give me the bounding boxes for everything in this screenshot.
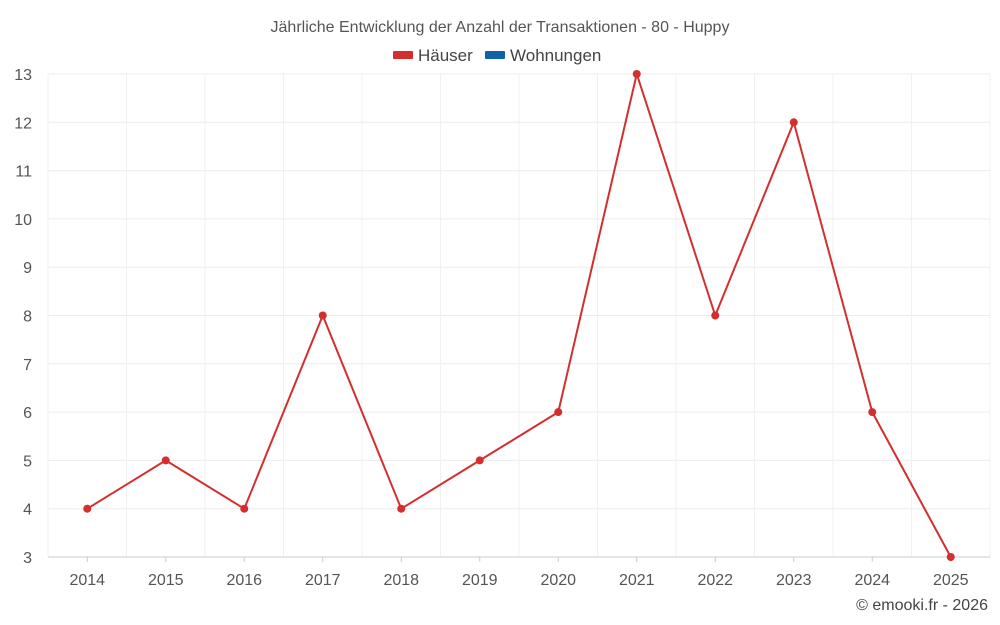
x-tick-label: 2014 xyxy=(69,572,105,589)
data-point[interactable] xyxy=(161,456,170,465)
x-tick-label: 2021 xyxy=(619,572,655,589)
x-tick-label: 2015 xyxy=(148,572,184,589)
x-tick-label: 2017 xyxy=(305,572,341,589)
y-tick-label: 7 xyxy=(23,357,32,374)
legend-label-haeuser: Häuser xyxy=(418,46,473,65)
legend-swatch-haeuser xyxy=(393,51,413,59)
legend-label-wohnungen: Wohnungen xyxy=(510,46,601,65)
data-point[interactable] xyxy=(789,118,798,127)
data-point[interactable] xyxy=(632,70,641,78)
chart-title: Jährliche Entwicklung der Anzahl der Tra… xyxy=(271,19,730,36)
y-tick-label: 13 xyxy=(14,67,32,84)
x-tick-label: 2018 xyxy=(383,572,419,589)
x-tick-label: 2020 xyxy=(540,572,576,589)
x-axis: 2014 2015 2016 2017 2018 2019 2020 2021 2022 2023… xyxy=(48,556,990,589)
y-tick-label: 4 xyxy=(23,502,32,519)
y-tick-label: 10 xyxy=(14,212,32,229)
credit-text: © emooki.fr - 2026 xyxy=(856,597,988,614)
y-tick-label: 9 xyxy=(23,260,32,277)
series-layer xyxy=(83,70,955,561)
y-tick-label: 5 xyxy=(23,453,32,470)
x-tick-label: 2023 xyxy=(776,572,812,589)
data-point[interactable] xyxy=(240,504,249,513)
y-tick-label: 3 xyxy=(23,550,32,567)
y-axis: 3 4 5 6 7 8 9 10 11 12 13 xyxy=(14,67,32,567)
grid xyxy=(47,73,991,558)
x-tick-label: 2024 xyxy=(854,572,890,589)
data-point[interactable] xyxy=(397,504,406,513)
y-tick-label: 12 xyxy=(14,115,32,132)
legend-item-wohnungen[interactable]: Wohnungen xyxy=(485,46,601,65)
data-point[interactable] xyxy=(554,408,563,417)
data-point[interactable] xyxy=(868,408,877,417)
x-tick-label: 2019 xyxy=(462,572,498,589)
data-point[interactable] xyxy=(946,553,955,561)
legend-swatch-wohnungen xyxy=(485,51,505,59)
y-tick-label: 6 xyxy=(23,405,32,422)
data-point[interactable] xyxy=(83,504,92,513)
legend-item-haeuser[interactable]: Häuser xyxy=(393,46,473,65)
x-tick-label: 2016 xyxy=(226,572,262,589)
data-point[interactable] xyxy=(318,311,327,320)
data-point[interactable] xyxy=(711,311,720,320)
x-tick-label: 2025 xyxy=(933,572,969,589)
y-tick-label: 8 xyxy=(23,309,32,326)
x-tick-label: 2022 xyxy=(697,572,733,589)
y-tick-label: 11 xyxy=(15,164,32,181)
legend: Häuser Wohnungen xyxy=(393,46,601,65)
data-point[interactable] xyxy=(475,456,484,465)
series-line-0 xyxy=(86,73,952,558)
